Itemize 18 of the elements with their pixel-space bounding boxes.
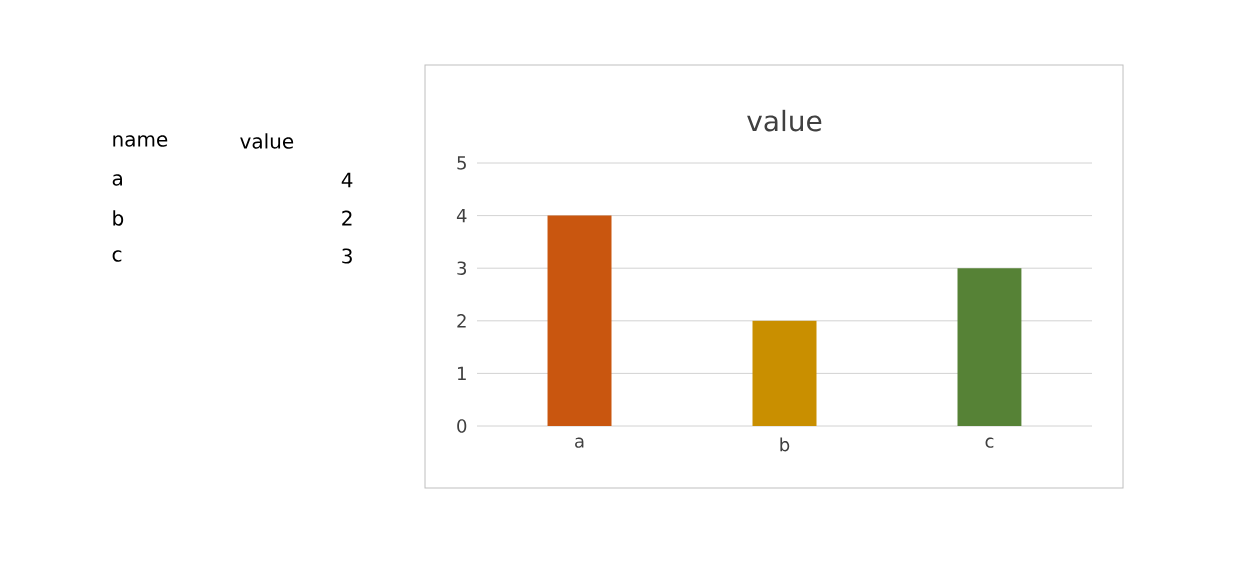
x-tick-label: b bbox=[780, 437, 790, 452]
category-label: b bbox=[113, 210, 124, 226]
chart-title: value bbox=[747, 109, 822, 132]
category-label: a bbox=[112, 174, 122, 186]
y-tick-label: 2 bbox=[457, 314, 466, 328]
text: 4 bbox=[341, 172, 353, 188]
x-tick-label: a bbox=[575, 437, 584, 448]
y-tick-label: 1 bbox=[458, 366, 466, 380]
y-tick-label: 5 bbox=[457, 156, 466, 170]
x-tick-label: c bbox=[985, 437, 994, 448]
y-tick-label: 0 bbox=[457, 419, 467, 433]
text: name bbox=[113, 135, 168, 147]
text: 2 bbox=[342, 210, 352, 226]
text: value bbox=[240, 133, 294, 149]
y-tick-label: 3 bbox=[457, 261, 467, 276]
category-label: c bbox=[112, 250, 122, 262]
y-tick-label: 4 bbox=[456, 209, 467, 223]
text: 3 bbox=[342, 248, 352, 264]
